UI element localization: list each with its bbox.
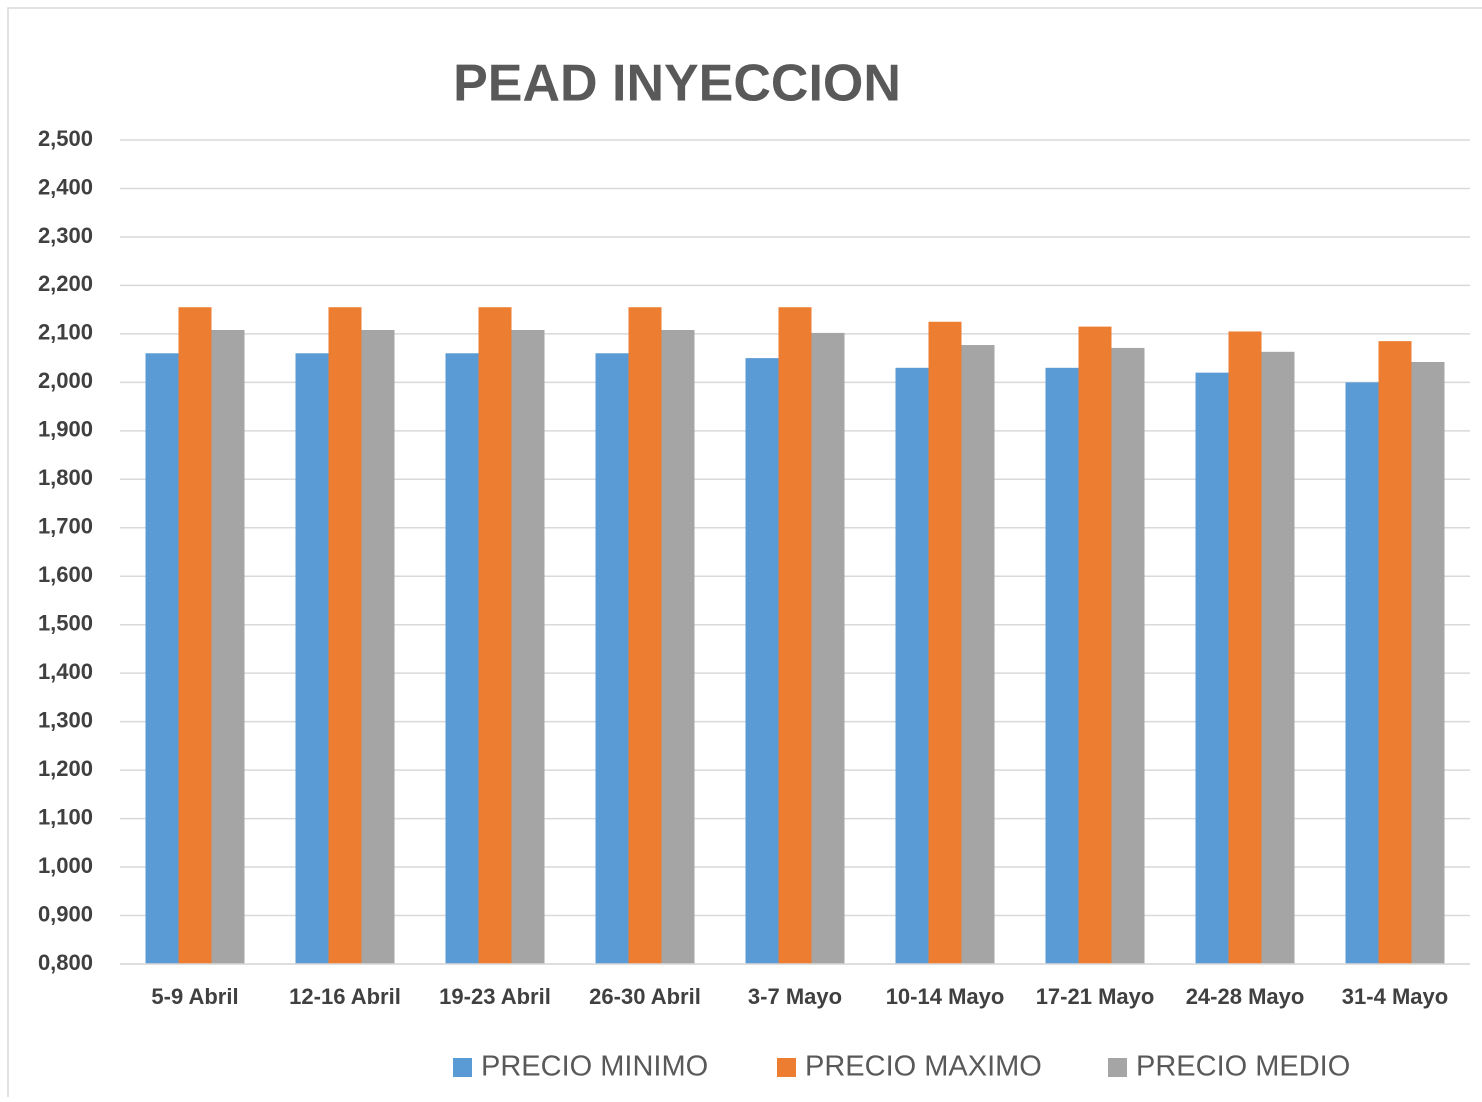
- x-tick-label: 3-7 Mayo: [748, 984, 842, 1009]
- y-tick-label: 2,100: [38, 320, 93, 345]
- legend-swatch: [453, 1058, 472, 1077]
- bar: [511, 330, 545, 964]
- x-tick-label: 5-9 Abril: [151, 984, 238, 1009]
- y-tick-label: 2,300: [38, 223, 93, 248]
- bar: [778, 307, 812, 965]
- y-tick-label: 1,100: [38, 804, 93, 829]
- legend-swatch: [1108, 1058, 1127, 1077]
- x-tick-label: 10-14 Mayo: [886, 984, 1005, 1009]
- bar: [1378, 341, 1412, 964]
- bar: [178, 307, 212, 965]
- bar: [211, 330, 245, 964]
- bar: [628, 307, 662, 965]
- chart-title: PEAD INYECCION: [453, 55, 901, 113]
- bar: [595, 353, 629, 964]
- bar: [1411, 361, 1445, 964]
- x-tick-label: 31-4 Mayo: [1342, 984, 1448, 1009]
- bar: [478, 307, 512, 965]
- x-tick-label: 19-23 Abril: [439, 984, 551, 1009]
- bar: [1345, 382, 1379, 965]
- bar: [1261, 351, 1295, 964]
- legend-label: PRECIO MEDIO: [1136, 1051, 1350, 1083]
- bar: [928, 321, 962, 964]
- bar: [1228, 331, 1262, 964]
- x-tick-label: 24-28 Mayo: [1186, 984, 1305, 1009]
- bar: [1195, 372, 1229, 964]
- x-tick-label: 17-21 Mayo: [1036, 984, 1155, 1009]
- y-tick-label: 1,500: [38, 611, 93, 636]
- x-tick-label: 12-16 Abril: [289, 984, 401, 1009]
- bar: [745, 358, 779, 964]
- y-tick-label: 2,400: [38, 174, 93, 199]
- y-tick-label: 1,600: [38, 562, 93, 587]
- bar: [328, 307, 362, 965]
- y-tick-label: 0,800: [38, 950, 93, 975]
- bar: [1078, 326, 1112, 964]
- bar: [445, 353, 479, 964]
- bar: [661, 330, 695, 964]
- legend-label: PRECIO MAXIMO: [805, 1051, 1042, 1083]
- bar: [1045, 367, 1079, 964]
- y-tick-label: 1,900: [38, 417, 93, 442]
- legend-label: PRECIO MINIMO: [481, 1051, 708, 1083]
- bar: [811, 332, 845, 964]
- y-tick-label: 1,000: [38, 853, 93, 878]
- bar: [1111, 347, 1145, 964]
- y-tick-label: 1,400: [38, 659, 93, 684]
- bar: [295, 353, 329, 964]
- y-tick-label: 1,800: [38, 465, 93, 490]
- bar: [961, 345, 995, 964]
- bar: [895, 367, 929, 964]
- y-tick-label: 2,500: [38, 126, 93, 151]
- legend-swatch: [777, 1058, 796, 1077]
- x-tick-label: 26-30 Abril: [589, 984, 701, 1009]
- y-tick-label: 1,700: [38, 514, 93, 539]
- y-tick-label: 1,300: [38, 707, 93, 732]
- y-tick-label: 2,200: [38, 271, 93, 296]
- bar: [145, 353, 179, 964]
- y-tick-label: 1,200: [38, 756, 93, 781]
- bar: [361, 330, 395, 964]
- y-tick-label: 2,000: [38, 368, 93, 393]
- y-tick-label: 0,900: [38, 901, 93, 926]
